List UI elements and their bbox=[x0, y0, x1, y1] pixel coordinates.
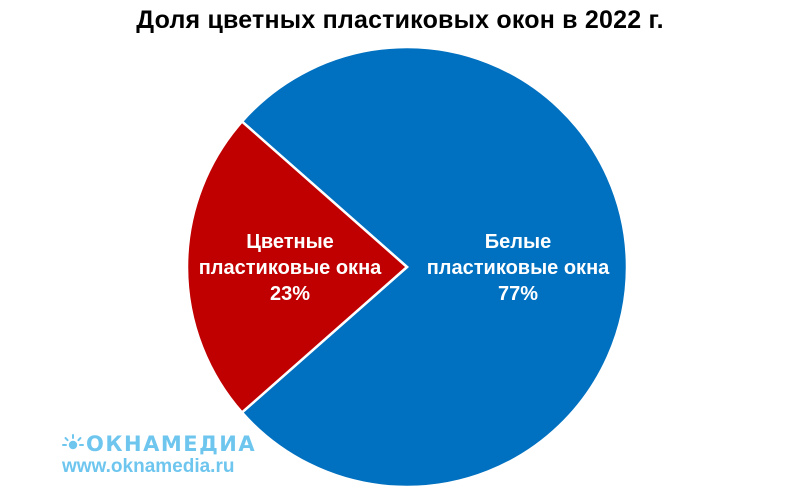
pie-slice-white-label: Белые пластиковые окна 77% bbox=[427, 231, 610, 305]
pie-slice-white-label-line: Белые bbox=[485, 231, 551, 253]
pie-slice-colored-label: Цветные пластиковые окна 23% bbox=[199, 231, 382, 305]
watermark-logo-text: ОКНАМЕДИА bbox=[86, 432, 257, 456]
pie-slice-white-label-line: пластиковые окна bbox=[427, 257, 610, 279]
pie-slices bbox=[185, 45, 629, 489]
pie-slice-colored-value: 23% bbox=[270, 283, 310, 305]
pie-slice-white-value: 77% bbox=[498, 283, 538, 305]
sun-logo-icon bbox=[62, 434, 84, 450]
chart-title: Доля цветных пластиковых окон в 2022 г. bbox=[136, 6, 664, 34]
watermark-url: www.oknamedia.ru bbox=[62, 456, 235, 477]
pie-labels: Белые пластиковые окна 77% Цветные пластиков… bbox=[199, 231, 610, 305]
pie-slice-white bbox=[240, 45, 629, 489]
pie-slice-colored-label-line: пластиковые окна bbox=[199, 257, 382, 279]
pie-slice-colored-label-line: Цветные bbox=[246, 231, 334, 253]
watermark-logo: ОКНАМЕДИА bbox=[62, 432, 256, 456]
pie-slice-colored bbox=[185, 119, 409, 415]
